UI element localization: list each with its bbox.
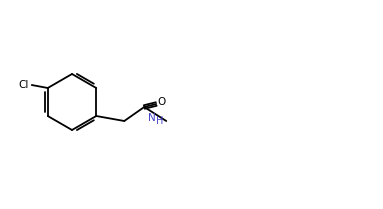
Text: N: N [148, 113, 156, 123]
Text: O: O [157, 97, 165, 107]
Text: Cl: Cl [18, 80, 29, 90]
Text: H: H [155, 116, 163, 126]
